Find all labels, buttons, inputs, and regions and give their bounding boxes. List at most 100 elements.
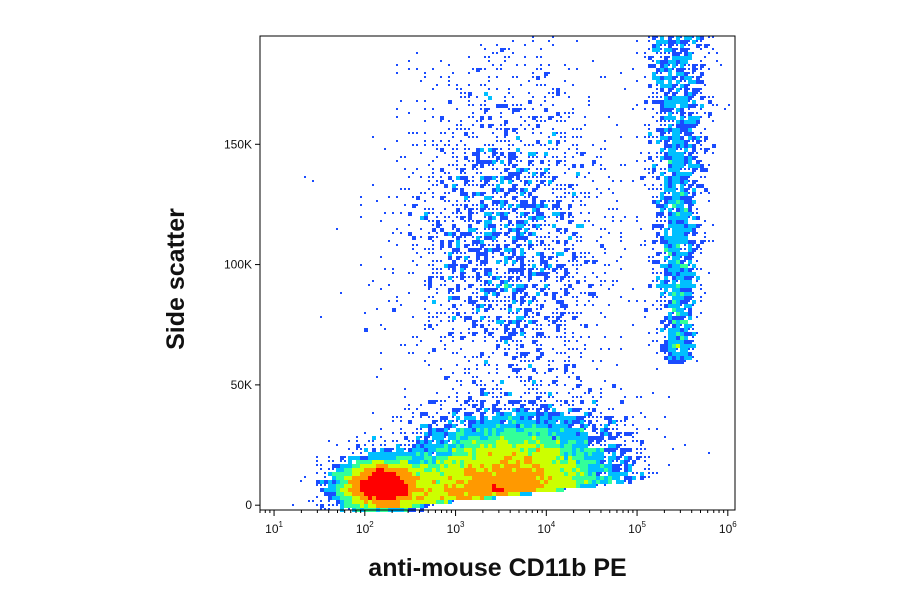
event-density-cell <box>520 480 524 484</box>
event-density-cell <box>508 236 510 238</box>
event-density-cell <box>540 416 544 420</box>
event-density-cell <box>584 192 586 194</box>
event-density-cell <box>580 256 582 258</box>
event-density-cell <box>552 488 556 492</box>
event-density-cell <box>688 316 692 320</box>
event-density-cell <box>488 216 492 220</box>
event-density-cell <box>504 240 506 242</box>
event-density-cell <box>600 76 602 78</box>
event-density-cell <box>624 440 626 442</box>
event-density-cell <box>688 184 692 188</box>
event-density-cell <box>660 284 664 288</box>
event-density-cell <box>684 284 688 288</box>
event-density-cell <box>580 420 584 424</box>
event-density-cell <box>520 232 524 236</box>
event-density-cell <box>416 448 420 452</box>
event-density-cell <box>684 140 688 144</box>
event-density-cell <box>488 224 492 228</box>
event-density-cell <box>424 108 426 110</box>
event-density-cell <box>536 452 540 456</box>
event-density-cell <box>548 384 550 386</box>
event-density-cell <box>436 316 438 318</box>
event-density-cell <box>580 356 582 358</box>
event-density-cell <box>468 300 472 304</box>
event-density-cell <box>652 224 656 228</box>
event-density-cell <box>448 164 450 166</box>
event-density-cell <box>376 480 380 484</box>
event-density-cell <box>540 476 544 480</box>
event-density-cell <box>508 412 512 416</box>
event-density-cell <box>512 280 514 282</box>
event-density-cell <box>524 212 528 216</box>
event-density-cell <box>548 464 552 468</box>
event-density-cell <box>568 416 572 420</box>
event-density-cell <box>592 396 594 398</box>
event-density-cell <box>508 324 510 326</box>
event-density-cell <box>668 280 670 282</box>
event-density-cell <box>556 276 558 278</box>
event-density-cell <box>624 88 626 90</box>
event-density-cell <box>528 360 530 362</box>
event-density-cell <box>528 316 530 318</box>
event-density-cell <box>512 104 514 106</box>
event-density-cell <box>432 420 436 424</box>
event-density-cell <box>584 456 588 460</box>
event-density-cell <box>436 412 438 414</box>
event-density-cell <box>516 104 518 106</box>
event-density-cell <box>696 180 698 182</box>
event-density-cell <box>572 480 576 484</box>
event-density-cell <box>536 308 538 310</box>
event-density-cell <box>472 416 476 420</box>
event-density-cell <box>668 224 672 228</box>
event-density-cell <box>428 220 430 222</box>
event-density-cell <box>440 76 442 78</box>
event-density-cell <box>680 288 684 292</box>
event-density-cell <box>344 476 348 480</box>
event-density-cell <box>476 436 480 440</box>
event-density-cell <box>484 412 486 414</box>
event-density-cell <box>452 152 454 154</box>
event-density-cell <box>656 204 660 208</box>
event-density-cell <box>524 180 528 184</box>
event-density-cell <box>416 500 420 504</box>
event-density-cell <box>556 144 558 146</box>
event-density-cell <box>576 312 578 314</box>
event-density-cell <box>532 460 536 464</box>
x-tick-exponent: 6 <box>732 520 737 529</box>
event-density-cell <box>432 444 436 448</box>
event-density-cell <box>692 332 696 336</box>
event-density-cell <box>396 476 400 480</box>
event-density-cell <box>504 204 506 206</box>
event-density-cell <box>532 300 534 302</box>
event-density-cell <box>588 220 590 222</box>
event-density-cell <box>424 464 428 468</box>
event-density-cell <box>688 308 692 312</box>
event-density-cell <box>456 276 458 278</box>
event-density-cell <box>444 144 446 146</box>
event-density-cell <box>552 296 556 300</box>
event-density-cell <box>564 140 566 142</box>
event-density-cell <box>584 124 586 126</box>
event-density-cell <box>584 280 586 282</box>
event-density-cell <box>680 148 682 150</box>
event-density-cell <box>668 136 672 140</box>
event-density-cell <box>504 424 508 428</box>
event-density-cell <box>672 84 676 88</box>
event-density-cell <box>428 448 432 452</box>
event-density-cell <box>432 172 434 174</box>
event-density-cell <box>508 204 512 208</box>
event-density-cell <box>612 216 614 218</box>
event-density-cell <box>508 440 512 444</box>
event-density-cell <box>484 328 488 332</box>
event-density-cell <box>520 188 524 192</box>
event-density-cell <box>676 132 680 136</box>
event-density-cell <box>592 464 596 468</box>
event-density-cell <box>672 200 676 204</box>
event-density-cell <box>356 436 358 438</box>
event-density-cell <box>424 444 428 448</box>
event-density-cell <box>356 468 360 472</box>
event-density-cell <box>592 292 596 296</box>
event-density-cell <box>500 180 504 184</box>
event-density-cell <box>696 120 700 124</box>
event-density-cell <box>372 460 376 464</box>
